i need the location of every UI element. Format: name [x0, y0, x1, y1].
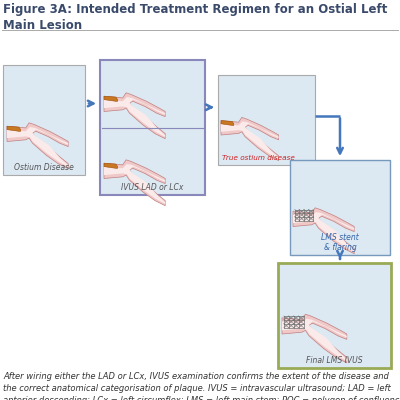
- Text: After wiring either the LAD or LCx, IVUS examination confirms the extent of the : After wiring either the LAD or LCx, IVUS…: [3, 372, 400, 400]
- Polygon shape: [282, 314, 347, 363]
- Text: LMS stent
& flaring: LMS stent & flaring: [321, 232, 359, 252]
- Text: Ostium Disease: Ostium Disease: [14, 163, 74, 172]
- Polygon shape: [221, 118, 279, 160]
- Polygon shape: [104, 164, 165, 204]
- Polygon shape: [221, 121, 234, 125]
- Polygon shape: [104, 97, 165, 137]
- Bar: [100, 60, 205, 195]
- Bar: [3, 65, 85, 175]
- Polygon shape: [104, 93, 165, 139]
- Bar: [218, 75, 315, 165]
- Text: IVUS LAD or LCx: IVUS LAD or LCx: [121, 183, 184, 192]
- Polygon shape: [104, 163, 118, 168]
- Polygon shape: [104, 96, 118, 101]
- Text: Final LMS IVUS: Final LMS IVUS: [306, 356, 363, 365]
- Polygon shape: [7, 127, 68, 167]
- Bar: [290, 160, 390, 255]
- Polygon shape: [282, 319, 347, 361]
- Bar: [278, 263, 391, 368]
- Polygon shape: [7, 123, 68, 169]
- Polygon shape: [293, 212, 354, 252]
- Polygon shape: [221, 121, 279, 159]
- Polygon shape: [293, 208, 354, 254]
- Text: True ostium disease: True ostium disease: [222, 155, 295, 161]
- Polygon shape: [7, 126, 21, 131]
- Text: Figure 3A: Intended Treatment Regimen for an Ostial Left
Main Lesion: Figure 3A: Intended Treatment Regimen fo…: [3, 3, 387, 32]
- Polygon shape: [104, 160, 165, 206]
